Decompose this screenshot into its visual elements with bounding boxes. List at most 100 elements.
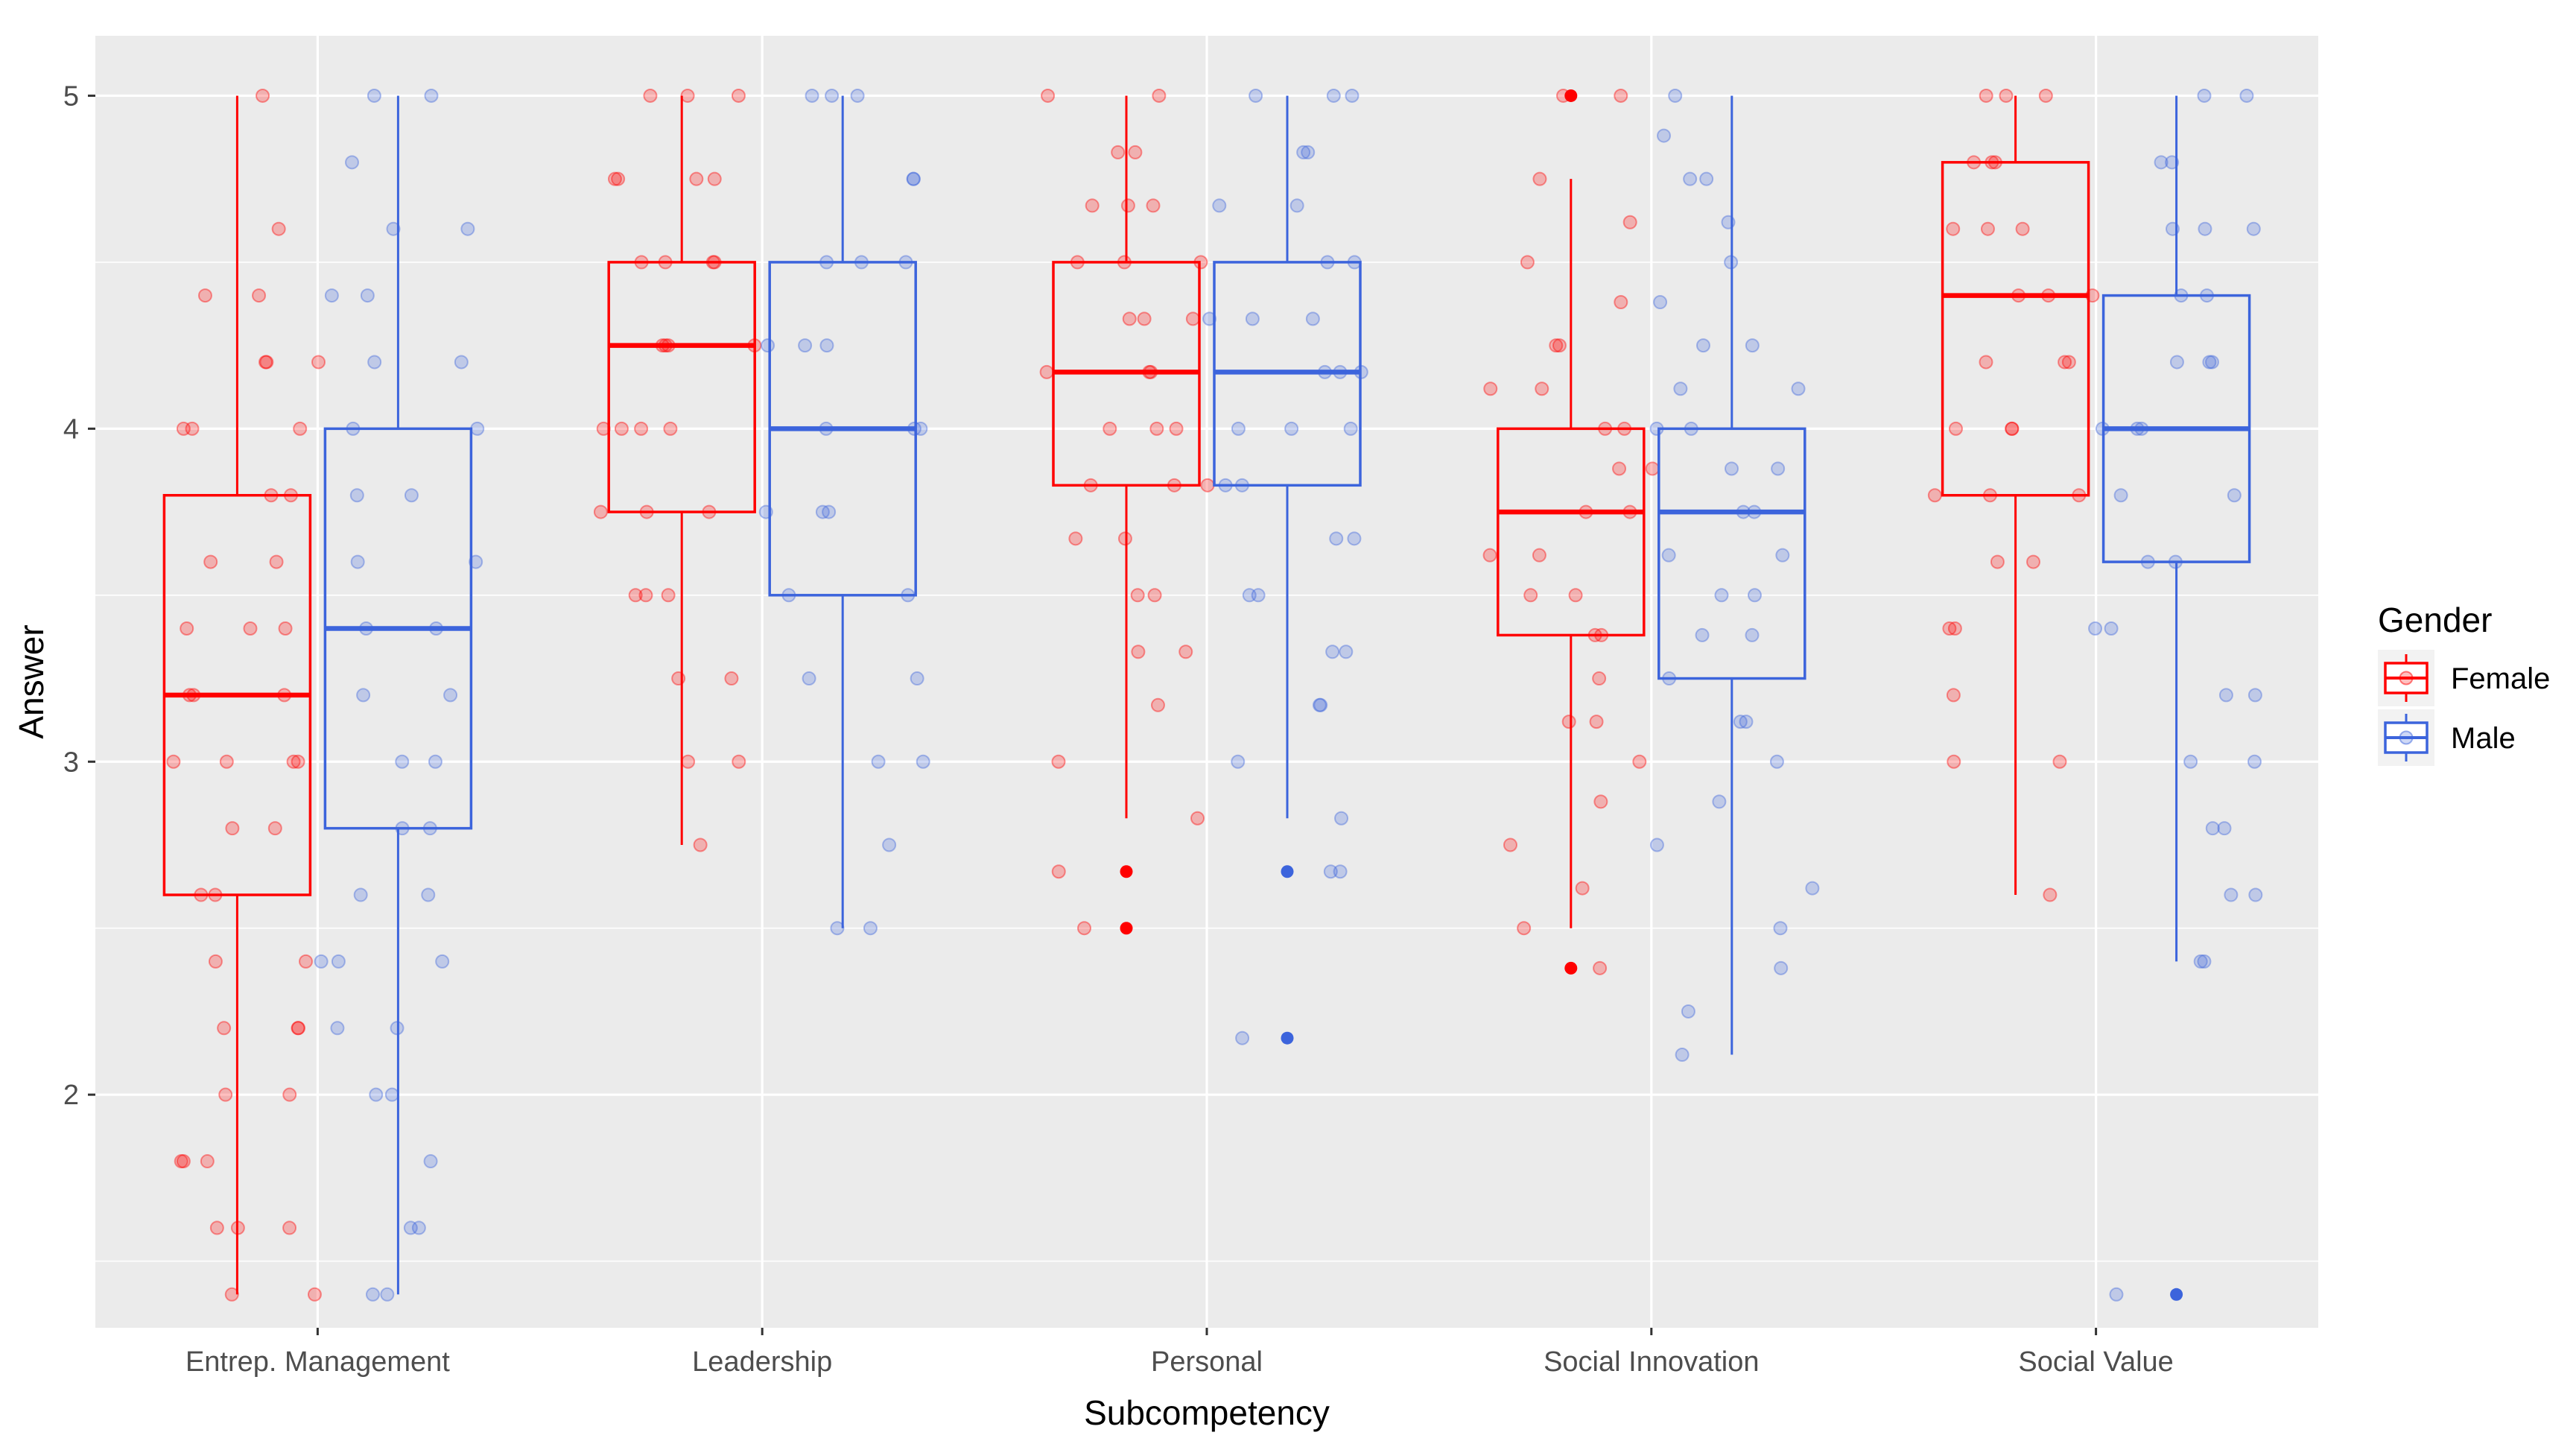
jitter-point: [454, 355, 469, 370]
jitter-point: [1111, 145, 1126, 159]
jitter-point: [2197, 954, 2212, 969]
jitter-point: [1231, 754, 1246, 769]
jitter-point: [331, 954, 346, 969]
jitter-point: [2217, 821, 2232, 836]
jitter-point: [282, 1220, 297, 1235]
jitter-point: [330, 1021, 345, 1036]
jitter-point: [217, 1021, 232, 1036]
jitter-point: [1325, 645, 1340, 659]
jitter-point: [1549, 338, 1564, 353]
box-iqr: [1657, 427, 1806, 680]
jitter-point: [2109, 1287, 2124, 1302]
jitter-point: [1632, 754, 1647, 769]
jitter-point: [176, 421, 191, 436]
jitter-point: [1592, 671, 1607, 686]
legend-label: Female: [2451, 662, 2550, 695]
jitter-point: [1039, 364, 1054, 379]
jitter-point: [1312, 697, 1327, 712]
jitter-point: [278, 621, 293, 636]
jitter-point: [380, 1287, 395, 1302]
jitter-point: [1146, 198, 1161, 213]
jitter-point: [1169, 421, 1184, 436]
x-tick-label: Social Innovation: [1544, 1346, 1759, 1378]
jitter-point: [2104, 621, 2119, 636]
jitter-point: [689, 171, 704, 186]
jitter-point: [724, 671, 739, 686]
jitter-point: [291, 1021, 305, 1036]
jitter-point: [1593, 794, 1608, 809]
legend-label: Male: [2451, 722, 2516, 755]
jitter-point: [225, 821, 240, 836]
jitter-point: [1791, 381, 1806, 396]
jitter-point: [166, 754, 181, 769]
jitter-point: [2247, 688, 2262, 703]
jitter-point: [1329, 531, 1344, 546]
jitter-point: [871, 754, 886, 769]
jitter-point: [209, 1220, 224, 1235]
jitter-point: [345, 155, 360, 170]
jitter-point: [291, 754, 305, 769]
jitter-point: [256, 88, 270, 103]
jitter-point: [2061, 355, 2076, 370]
jitter-point: [906, 171, 921, 186]
jitter-point: [1775, 548, 1790, 563]
jitter-point: [1612, 461, 1627, 476]
jitter-point: [1103, 421, 1117, 436]
jitter-point: [1593, 960, 1608, 975]
box-outlier: [1120, 865, 1133, 878]
jitter-point: [1614, 295, 1628, 310]
jitter-point: [1805, 881, 1820, 896]
jitter-point: [1946, 688, 1961, 703]
jitter-point: [2154, 155, 2169, 170]
box-group: [162, 89, 2251, 1301]
jitter-point: [291, 1021, 306, 1036]
jitter-point: [1231, 421, 1246, 436]
box-outlier: [1564, 89, 1578, 102]
jitter-point: [2197, 88, 2212, 103]
jitter-point: [1589, 715, 1604, 729]
jitter-point: [2247, 754, 2262, 769]
jitter-point: [267, 821, 282, 836]
jitter-point: [1251, 588, 1266, 603]
jitter-point: [1947, 621, 1962, 636]
jitter-point: [910, 671, 924, 686]
jitter-point: [369, 1087, 384, 1102]
jitter-point: [1520, 255, 1535, 270]
jitter-point: [1326, 88, 1341, 103]
jitter-point: [460, 221, 475, 236]
jitter-point: [350, 554, 365, 569]
box-outlier: [2170, 1288, 2183, 1301]
jitter-point: [2202, 355, 2217, 370]
jitter-point: [2026, 554, 2041, 569]
jitter-point: [1085, 198, 1100, 213]
jitter-point: [1532, 548, 1546, 563]
y-axis: 2 3 4 5: [63, 80, 95, 1111]
jitter-point: [611, 171, 626, 186]
jitter-point: [2248, 887, 2263, 902]
jitter-point: [634, 421, 649, 436]
jitter-point: [360, 288, 375, 303]
jitter-point: [1712, 794, 1727, 809]
jitter-point: [1041, 88, 1056, 103]
box-outlier: [1564, 961, 1578, 975]
jitter-point: [680, 88, 695, 103]
jitter-point: [185, 421, 200, 436]
jitter-point: [2224, 887, 2239, 902]
jitter-point: [271, 221, 286, 236]
jitter-point: [349, 488, 364, 503]
jitter-point: [1552, 338, 1567, 353]
jitter-point: [421, 887, 436, 902]
x-tick-label: Personal: [1151, 1346, 1263, 1378]
jitter-point: [1747, 588, 1762, 603]
jitter-point: [324, 288, 339, 303]
jitter-point: [1733, 715, 1748, 729]
y-tick-label: 2: [63, 1080, 79, 1111]
jitter-point: [805, 88, 819, 103]
x-tick-label: Social Value: [2018, 1346, 2173, 1378]
jitter-point: [1245, 311, 1260, 326]
jitter-point: [1150, 697, 1165, 712]
jitter-point: [208, 954, 223, 969]
box-outlier: [1120, 922, 1133, 935]
jitter-point: [1334, 811, 1349, 826]
jitter-point: [2239, 88, 2254, 103]
